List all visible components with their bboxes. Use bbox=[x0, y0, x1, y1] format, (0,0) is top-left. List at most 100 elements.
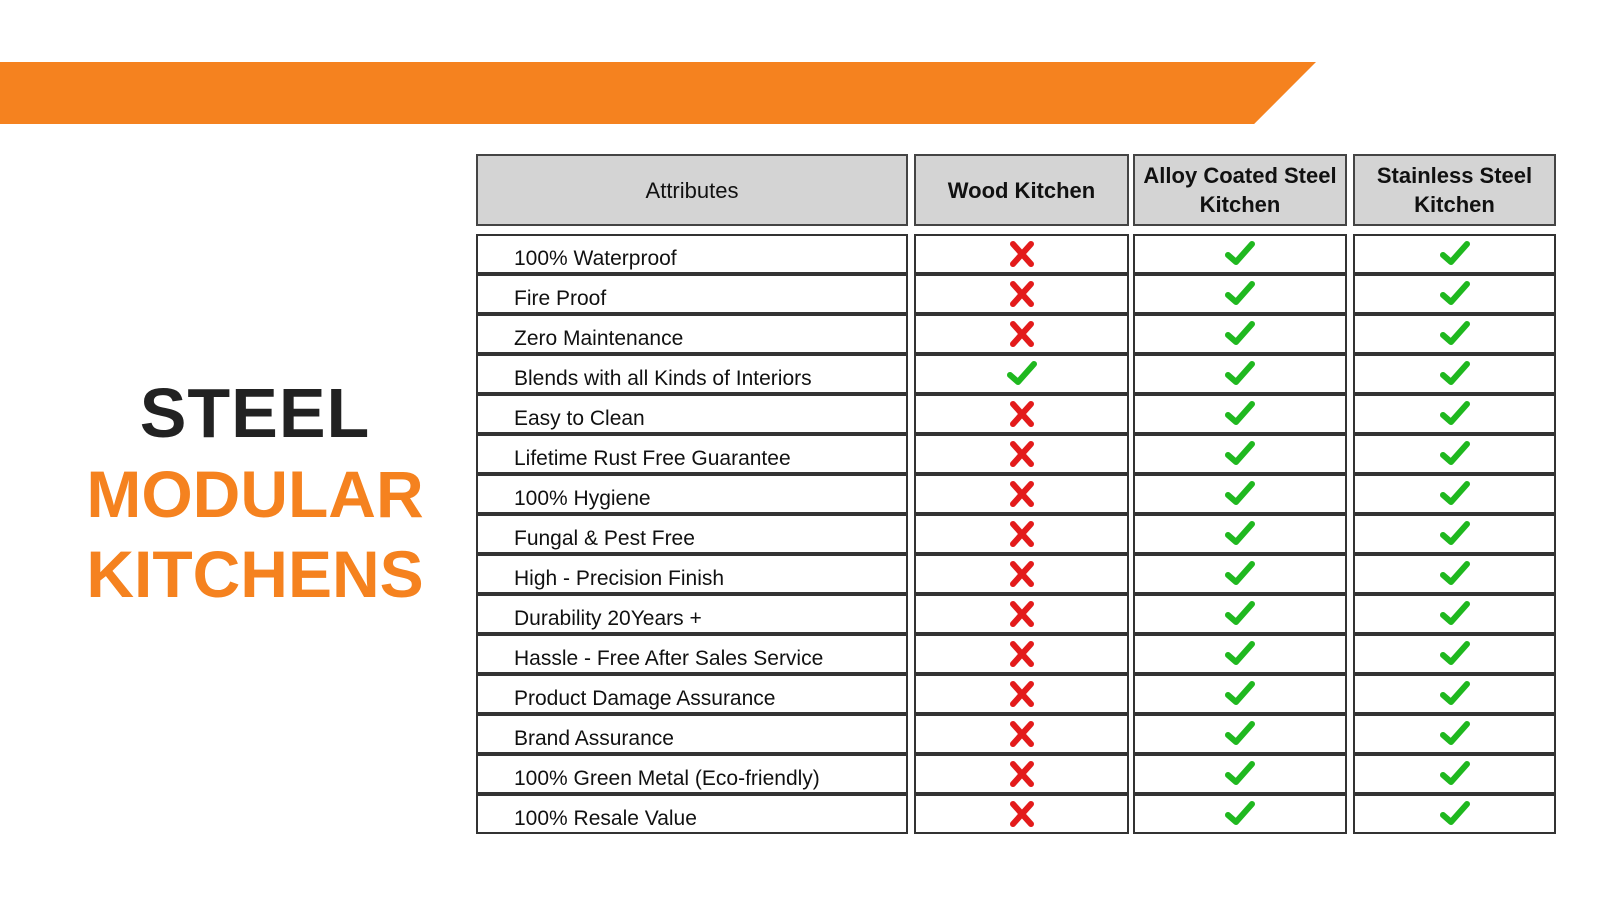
table-row-value-cell bbox=[914, 474, 1129, 514]
attribute-label: 100% Green Metal (Eco-friendly) bbox=[514, 767, 820, 790]
table-row-value-cell bbox=[1353, 234, 1556, 274]
cross-icon bbox=[1007, 720, 1037, 748]
banner-title: THE BEST CHOICE FOR INDIAN COOKING bbox=[84, 7, 1450, 54]
table-row-value-cell bbox=[914, 714, 1129, 754]
table-row-value-cell bbox=[1133, 274, 1347, 314]
attribute-label: Durability 20Years + bbox=[514, 607, 702, 630]
table-row-value-cell bbox=[1133, 514, 1347, 554]
table-row-value-cell bbox=[914, 274, 1129, 314]
check-icon bbox=[1225, 480, 1255, 508]
attribute-label: 100% Hygiene bbox=[514, 487, 651, 510]
table-row-value-cell bbox=[914, 394, 1129, 434]
cross-icon bbox=[1007, 400, 1037, 428]
table-row-value-cell bbox=[1133, 474, 1347, 514]
table-row-value-cell bbox=[914, 754, 1129, 794]
check-icon bbox=[1225, 240, 1255, 268]
check-icon bbox=[1225, 520, 1255, 548]
table-row-attribute-cell: 100% Resale Value bbox=[476, 794, 908, 834]
header-alloy-coated-steel-kitchen: Alloy Coated Steel Kitchen bbox=[1133, 154, 1347, 226]
attribute-label: Product Damage Assurance bbox=[514, 687, 776, 710]
attribute-label: Fire Proof bbox=[514, 287, 607, 310]
table-row-value-cell bbox=[1133, 714, 1347, 754]
check-icon bbox=[1225, 400, 1255, 428]
table-row-value-cell bbox=[914, 314, 1129, 354]
table-row-value-cell bbox=[1133, 554, 1347, 594]
check-icon bbox=[1439, 560, 1470, 588]
check-icon bbox=[1225, 320, 1255, 348]
check-icon bbox=[1439, 640, 1470, 668]
check-icon bbox=[1439, 480, 1470, 508]
cross-icon bbox=[1007, 800, 1037, 828]
check-icon bbox=[1439, 760, 1470, 788]
attribute-label: Fungal & Pest Free bbox=[514, 527, 695, 550]
table-row-value-cell bbox=[1133, 754, 1347, 794]
table-row-attribute-cell: Blends with all Kinds of Interiors bbox=[476, 354, 908, 394]
check-icon bbox=[1006, 360, 1037, 388]
table-row-value-cell bbox=[914, 234, 1129, 274]
check-icon bbox=[1439, 680, 1470, 708]
cross-icon bbox=[1007, 520, 1037, 548]
table-row-attribute-cell: Hassle - Free After Sales Service bbox=[476, 634, 908, 674]
attribute-label: Blends with all Kinds of Interiors bbox=[514, 367, 812, 390]
check-icon bbox=[1225, 560, 1255, 588]
table-row-attribute-cell: Zero Maintenance bbox=[476, 314, 908, 354]
side-title: STEEL MODULAR KITCHENS bbox=[30, 372, 480, 614]
table-row-value-cell bbox=[1353, 634, 1556, 674]
table-row-value-cell bbox=[1353, 514, 1556, 554]
table-row-value-cell bbox=[914, 594, 1129, 634]
table-row-value-cell bbox=[1133, 594, 1347, 634]
table-row-attribute-cell: High - Precision Finish bbox=[476, 554, 908, 594]
title-banner bbox=[0, 62, 1316, 124]
check-icon bbox=[1225, 280, 1255, 308]
table-row-attribute-cell: Durability 20Years + bbox=[476, 594, 908, 634]
cross-icon bbox=[1007, 280, 1037, 308]
table-row-value-cell bbox=[1133, 234, 1347, 274]
check-icon bbox=[1225, 440, 1255, 468]
table-row-value-cell bbox=[1133, 354, 1347, 394]
check-icon bbox=[1439, 720, 1470, 748]
table-row-value-cell bbox=[1353, 714, 1556, 754]
table-row-value-cell bbox=[1353, 274, 1556, 314]
cross-icon bbox=[1007, 640, 1037, 668]
table-row-attribute-cell: Brand Assurance bbox=[476, 714, 908, 754]
check-icon bbox=[1225, 760, 1255, 788]
table-row-value-cell bbox=[1353, 754, 1556, 794]
table-row-value-cell bbox=[914, 634, 1129, 674]
check-icon bbox=[1439, 240, 1470, 268]
table-row-value-cell bbox=[1353, 354, 1556, 394]
table-row-attribute-cell: 100% Waterproof bbox=[476, 234, 908, 274]
table-row-value-cell bbox=[1353, 674, 1556, 714]
attribute-label: 100% Waterproof bbox=[514, 247, 677, 270]
cross-icon bbox=[1007, 680, 1037, 708]
table-row-attribute-cell: Easy to Clean bbox=[476, 394, 908, 434]
check-icon bbox=[1225, 720, 1255, 748]
side-title-line-1: STEEL bbox=[139, 374, 371, 452]
attribute-label: 100% Resale Value bbox=[514, 807, 697, 830]
attribute-label: Lifetime Rust Free Guarantee bbox=[514, 447, 791, 470]
header-wood-kitchen: Wood Kitchen bbox=[914, 154, 1129, 226]
table-row-value-cell bbox=[1133, 434, 1347, 474]
table-row-attribute-cell: Fire Proof bbox=[476, 274, 908, 314]
attribute-label: Easy to Clean bbox=[514, 407, 645, 430]
table-row-value-cell bbox=[914, 554, 1129, 594]
cross-icon bbox=[1007, 560, 1037, 588]
cross-icon bbox=[1007, 440, 1037, 468]
attribute-label: High - Precision Finish bbox=[514, 567, 725, 590]
table-row-attribute-cell: Product Damage Assurance bbox=[476, 674, 908, 714]
check-icon bbox=[1439, 280, 1470, 308]
table-row-value-cell bbox=[1133, 634, 1347, 674]
table-row-attribute-cell: 100% Green Metal (Eco-friendly) bbox=[476, 754, 908, 794]
header-stainless-steel-kitchen: Stainless Steel Kitchen bbox=[1353, 154, 1556, 226]
check-icon bbox=[1439, 440, 1470, 468]
check-icon bbox=[1225, 640, 1255, 668]
check-icon bbox=[1439, 520, 1470, 548]
check-icon bbox=[1225, 680, 1255, 708]
attribute-label: Brand Assurance bbox=[514, 727, 674, 750]
table-row-value-cell bbox=[914, 434, 1129, 474]
table-row-value-cell bbox=[1353, 314, 1556, 354]
check-icon bbox=[1439, 320, 1470, 348]
cross-icon bbox=[1007, 480, 1037, 508]
table-row-value-cell bbox=[1353, 434, 1556, 474]
cross-icon bbox=[1007, 600, 1037, 628]
table-row-value-cell bbox=[1353, 554, 1556, 594]
